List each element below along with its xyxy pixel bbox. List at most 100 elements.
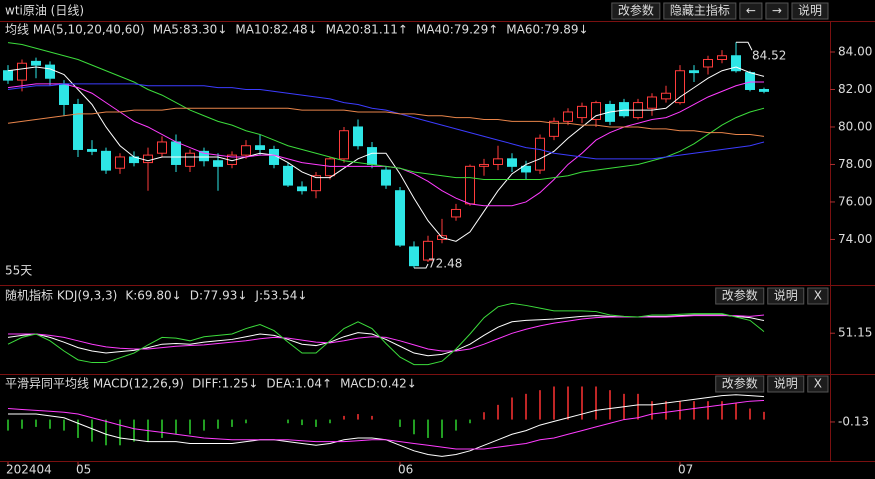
button-label: 说明 xyxy=(774,288,798,303)
legend-entry: MA5:83.30↓ xyxy=(153,23,228,37)
series-line xyxy=(7,302,765,366)
y-tick-label: 76.00 xyxy=(838,194,872,208)
candle-body xyxy=(311,175,321,192)
button-frame xyxy=(663,2,737,20)
candle-body xyxy=(143,154,153,164)
button-frame xyxy=(807,375,829,393)
candle-body xyxy=(731,55,741,72)
candle-body xyxy=(353,126,363,147)
button-label: 改参数 xyxy=(722,288,758,303)
annotation: 72.48 xyxy=(428,256,462,270)
button[interactable]: X xyxy=(807,287,829,305)
y-tick-label: 82.00 xyxy=(838,82,872,96)
button-label: X xyxy=(814,289,822,303)
button-label: 说明 xyxy=(798,3,822,18)
legend-entry: DIFF:1.25↓ xyxy=(192,377,258,391)
candle-body xyxy=(115,156,125,169)
button-frame xyxy=(767,375,805,393)
button-label: 隐藏主指标 xyxy=(670,3,730,18)
button-frame xyxy=(807,287,829,305)
series-line xyxy=(7,66,765,242)
button[interactable]: → xyxy=(765,2,789,20)
legend-entry: K:69.80↓ xyxy=(125,289,181,303)
candle-body xyxy=(745,72,755,90)
candle-body xyxy=(493,158,503,165)
button-label: → xyxy=(772,4,782,18)
y-tick-label: 51.15 xyxy=(838,326,872,340)
candle-body xyxy=(535,137,545,171)
annotation-line xyxy=(736,41,753,51)
candle-body xyxy=(241,145,251,156)
candle-body xyxy=(31,60,41,66)
y-tick-label: 74.00 xyxy=(838,232,872,246)
candle-body xyxy=(395,190,405,246)
candle-body xyxy=(87,148,97,152)
button[interactable]: ← xyxy=(739,2,763,20)
candle-body xyxy=(717,55,727,60)
button-frame xyxy=(611,2,661,20)
legend-entry: MA40:79.29↑ xyxy=(416,23,498,37)
candle-body xyxy=(647,96,657,109)
legend-entry: MA20:81.11↑ xyxy=(326,23,408,37)
candle-body xyxy=(185,152,195,167)
legend-entry: MA10:82.48↓ xyxy=(235,23,317,37)
candle-body xyxy=(591,102,601,120)
candle-body xyxy=(577,105,587,119)
button[interactable]: 说明 xyxy=(767,375,805,393)
legend-entry: MA60:79.89↓ xyxy=(506,23,588,37)
panel-title: 均线 MA(5,10,20,40,60) xyxy=(5,23,145,37)
x-tick-label: 202404 xyxy=(6,463,52,477)
candle-body xyxy=(101,150,111,171)
candle-body xyxy=(59,83,69,105)
candle-body xyxy=(381,169,391,186)
button[interactable]: 改参数 xyxy=(715,287,765,305)
candle-body xyxy=(199,150,209,162)
button[interactable]: 说明 xyxy=(767,287,805,305)
candle-body xyxy=(563,111,573,122)
candle-body xyxy=(759,88,769,92)
button-frame xyxy=(739,2,763,20)
y-tick-label: 80.00 xyxy=(838,119,872,133)
panel-title: 平滑异同平均线 MACD(12,26,9) xyxy=(5,377,184,391)
candle-body xyxy=(409,246,419,267)
button-frame xyxy=(715,287,765,305)
candle-body xyxy=(3,70,13,81)
candle-body xyxy=(171,141,181,165)
button[interactable]: 隐藏主指标 xyxy=(663,2,737,20)
legend-entry: DEA:1.04↑ xyxy=(266,377,332,391)
y-tick-label: 84.00 xyxy=(838,44,872,58)
y-tick-label: -0.13 xyxy=(838,414,869,428)
candle-body xyxy=(661,92,671,100)
x-tick-label: 05 xyxy=(76,463,91,477)
y-tick-label: 78.00 xyxy=(838,157,872,171)
legend-entry: D:77.93↓ xyxy=(190,289,248,303)
button[interactable]: 改参数 xyxy=(715,375,765,393)
button-label: X xyxy=(814,377,822,391)
button-label: 说明 xyxy=(774,376,798,391)
button-frame xyxy=(767,287,805,305)
candle-body xyxy=(507,158,517,167)
series-line xyxy=(7,107,765,137)
chart-title: wti原油 (日线) xyxy=(5,4,84,18)
legend-entry: MACD:0.42↓ xyxy=(340,377,417,391)
candle-body xyxy=(157,141,167,154)
button[interactable]: X xyxy=(807,375,829,393)
candle-body xyxy=(465,165,475,205)
candle-body xyxy=(213,160,223,167)
candle-body xyxy=(367,147,377,165)
series-line xyxy=(7,83,765,160)
series-line xyxy=(7,399,765,450)
button-frame xyxy=(791,2,829,20)
button[interactable]: 说明 xyxy=(791,2,829,20)
button-frame xyxy=(715,375,765,393)
x-tick-label: 07 xyxy=(678,463,693,477)
candle-body xyxy=(703,58,713,68)
candle-body xyxy=(689,70,699,74)
candle-body xyxy=(521,165,531,173)
candle-body xyxy=(17,62,27,81)
annotation: 84.52 xyxy=(752,49,786,63)
days-label: 55天 xyxy=(5,264,32,278)
button[interactable]: 改参数 xyxy=(611,2,661,20)
candle-body xyxy=(479,163,489,167)
